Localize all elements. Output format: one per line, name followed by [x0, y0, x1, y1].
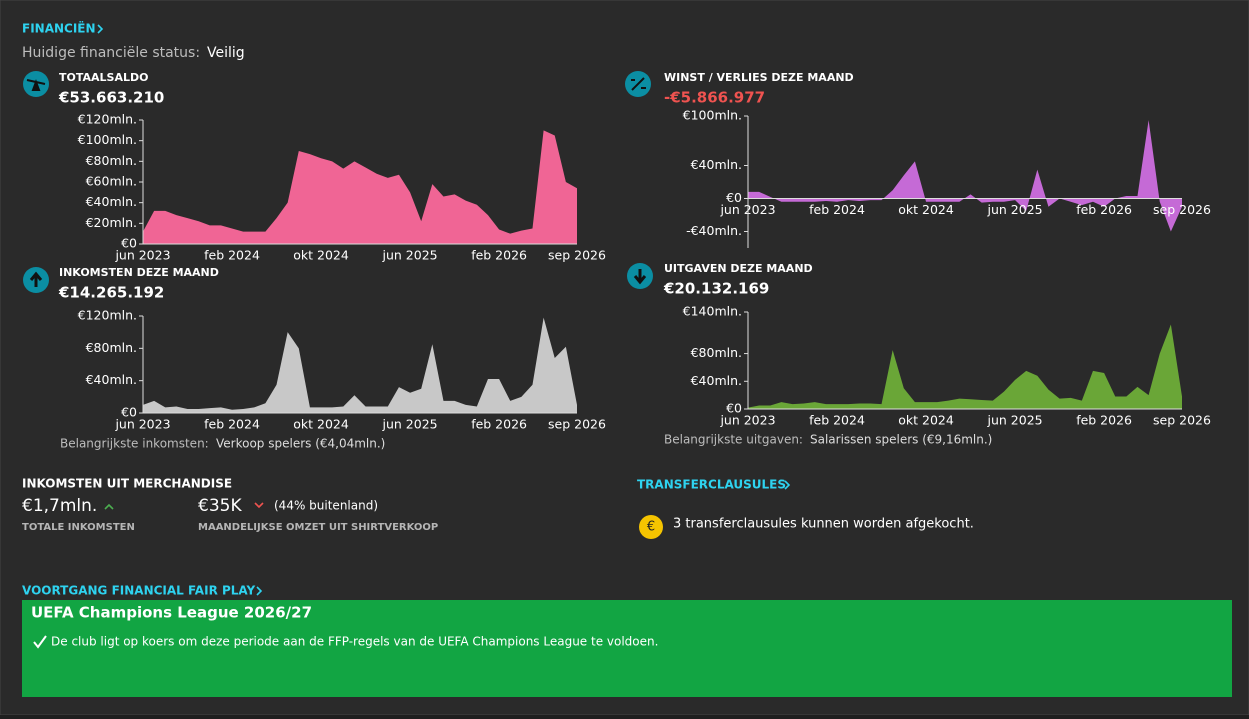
x-tick-label: jun 2025: [382, 248, 438, 263]
y-tick-label: €80mln.: [691, 345, 742, 360]
y-tick-label: €80mln.: [86, 153, 137, 168]
y-tick-label: €0: [121, 236, 137, 251]
y-tick-label: -€40mln.: [686, 223, 742, 238]
area: [143, 130, 577, 244]
x-tick-label: feb 2026: [1076, 413, 1132, 428]
x-tick-label: okt 2024: [898, 202, 954, 217]
chart-title: WINST / VERLIES DEZE MAAND: [664, 71, 854, 84]
chevron: [97, 24, 104, 34]
chart-title: UITGAVEN DEZE MAAND: [664, 262, 813, 275]
y-tick-label: €100mln.: [78, 132, 137, 147]
y-tick-label: €140mln.: [683, 304, 742, 319]
note: Salarissen spelers (€9,16mln.): [810, 433, 992, 447]
merch-total: €1,7mln.: [22, 496, 97, 516]
x-tick-label: sep 2026: [1153, 413, 1211, 428]
x-tick-label: feb 2024: [809, 413, 865, 428]
y-tick-label: €20mln.: [86, 215, 137, 230]
chart-summary: -€5.866.977: [664, 89, 765, 107]
x-tick-label: jun 2025: [382, 417, 438, 432]
x-tick-label: jun 2025: [987, 202, 1043, 217]
x-tick-label: jun 2025: [987, 413, 1043, 428]
coin-symbol: €: [647, 520, 655, 535]
chevron: [784, 480, 791, 490]
y-tick-label: €40mln.: [86, 194, 137, 209]
icons: [23, 71, 653, 293]
section-title[interactable]: FINANCIËN: [22, 21, 96, 36]
x-tick-label: feb 2024: [809, 202, 865, 217]
x-tick-label: sep 2026: [1153, 202, 1211, 217]
glyph: [631, 77, 646, 91]
chevron: [256, 586, 263, 596]
coin: [639, 515, 663, 539]
merch-label: MAANDELIJKSE OMZET UIT SHIRTVERKOOP: [198, 522, 438, 533]
x-tick-label: feb 2026: [471, 248, 527, 263]
ffp-competition: UEFA Champions League 2026/27: [31, 604, 312, 622]
ffp-text: De club ligt op koers om deze periode aa…: [51, 635, 658, 649]
transfer-text: 3 transferclausules kunnen worden afgeko…: [673, 517, 974, 532]
x-tick-label: okt 2024: [293, 417, 349, 432]
note-label: Belangrijkste uitgaven:: [664, 433, 803, 447]
x-tick-label: jun 2023: [114, 248, 170, 263]
ffp-title[interactable]: VOORTGANG FINANCIAL FAIR PLAY: [22, 584, 256, 598]
status-label: Huidige financiële status:: [22, 45, 200, 61]
y-tick-label: €0: [121, 405, 137, 420]
y-tick-label: €40mln.: [691, 373, 742, 388]
x-tick-label: sep 2026: [548, 417, 606, 432]
glyph: [26, 79, 46, 91]
x-tick-label: okt 2024: [898, 413, 954, 428]
chart-summary: €53.663.210: [58, 89, 164, 107]
y-tick-label: €40mln.: [86, 372, 137, 387]
x-tick-label: feb 2024: [204, 248, 260, 263]
merch-label: TOTALE INKOMSTEN: [22, 522, 135, 533]
check: [33, 635, 47, 649]
y-tick-label: €60mln.: [86, 174, 137, 189]
merch-monthly: €35K: [198, 496, 242, 516]
y-tick-label: €120mln.: [78, 308, 137, 323]
chart-title: TOTAALSALDO: [59, 71, 148, 84]
glyph: [29, 271, 43, 287]
chart-title: INKOMSTEN DEZE MAAND: [59, 266, 219, 279]
x-tick-label: feb 2024: [204, 417, 260, 432]
chart-summary: €14.265.192: [58, 284, 164, 302]
chart-summary: €20.132.169: [663, 280, 769, 298]
area: [143, 317, 577, 413]
x-tick-label: jun 2023: [719, 413, 775, 428]
ffp-panel: [22, 600, 1232, 697]
glyph: [633, 269, 647, 285]
y-tick-label: €0: [726, 401, 742, 416]
y-tick-label: €0: [726, 190, 742, 205]
x-tick-label: okt 2024: [293, 248, 349, 263]
y-tick-label: €120mln.: [78, 112, 137, 127]
x-tick-label: feb 2026: [471, 417, 527, 432]
area: [748, 324, 1182, 409]
transfer-title[interactable]: TRANSFERCLAUSULES: [637, 478, 786, 492]
merch-note: (44% buitenland): [274, 499, 378, 513]
down-arrow: [254, 502, 264, 509]
status: Veilig: [207, 45, 245, 61]
note: Verkoop spelers (€4,04mln.): [216, 437, 385, 451]
y-tick-label: €100mln.: [683, 108, 742, 123]
x-tick-label: feb 2026: [1076, 202, 1132, 217]
y-tick-label: €80mln.: [86, 340, 137, 355]
x-tick-label: sep 2026: [548, 248, 606, 263]
y-tick-label: €40mln.: [691, 157, 742, 172]
merch-title: INKOMSTEN UIT MERCHANDISE: [22, 477, 232, 491]
x-tick-label: jun 2023: [114, 417, 170, 432]
note-label: Belangrijkste inkomsten:: [60, 437, 209, 451]
up-arrow: [104, 503, 114, 510]
